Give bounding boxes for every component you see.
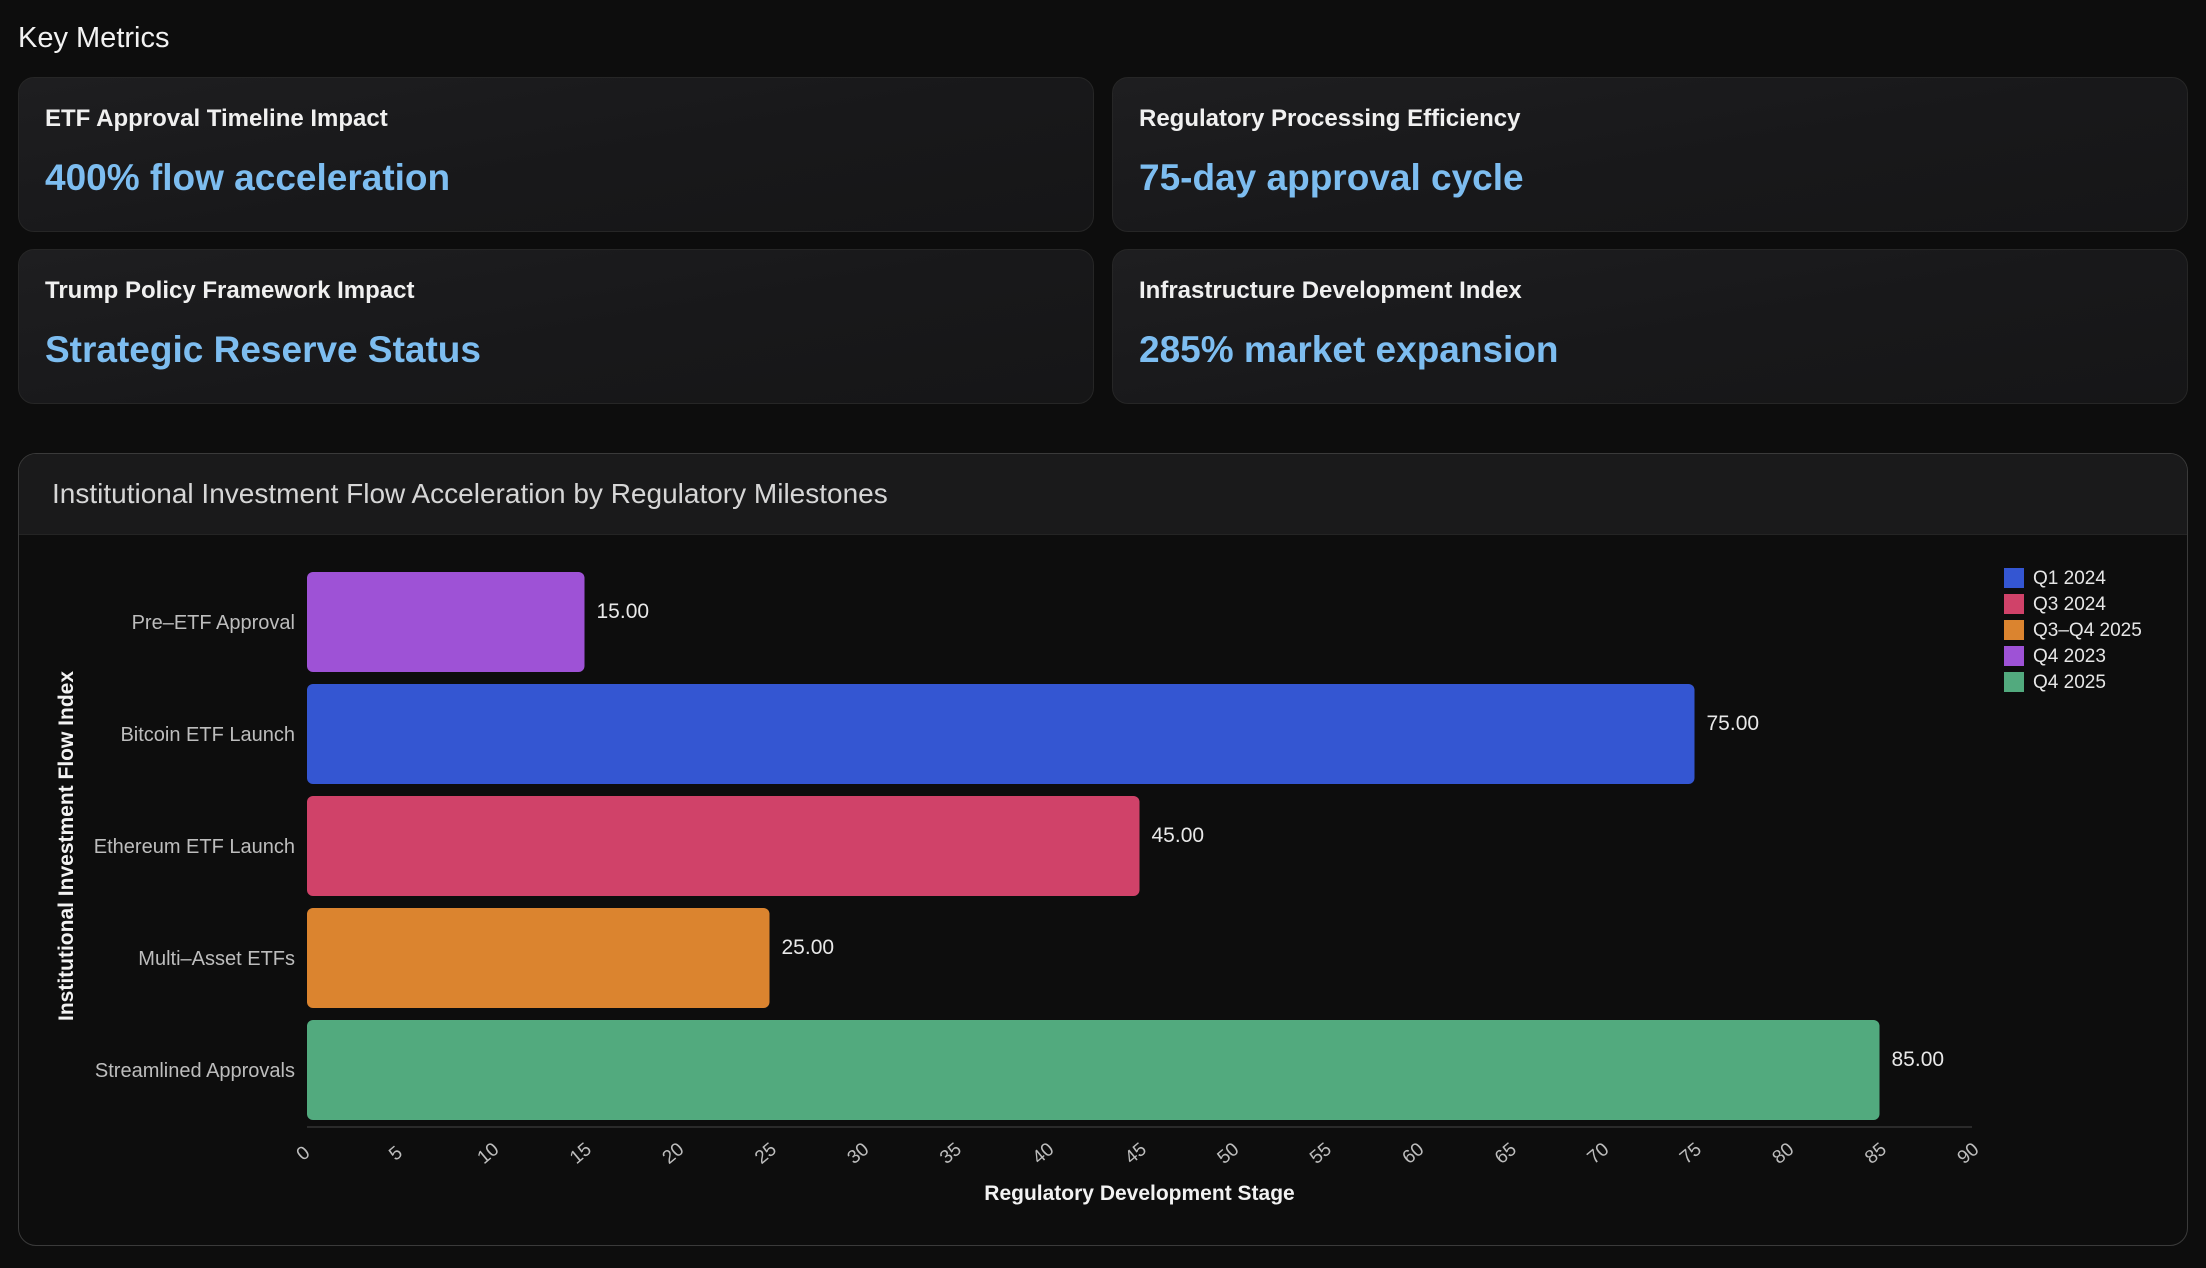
x-tick-label: 45: [1121, 1139, 1151, 1169]
x-tick-label: 35: [936, 1139, 966, 1169]
metric-value: 400% flow acceleration: [45, 157, 451, 198]
x-tick-label: 70: [1584, 1139, 1614, 1169]
metric-value: Strategic Reserve Status: [45, 329, 481, 370]
x-tick-label: 0: [293, 1142, 315, 1165]
metric-label: Infrastructure Development Index: [1139, 277, 1522, 304]
bar-chart: Pre–ETF Approval 15.00 Bitcoin ETF Launch 7…: [55, 568, 2142, 1205]
legend-label: Q3–Q4 2025: [2033, 620, 2142, 641]
legend-swatch: [2004, 620, 2024, 640]
metric-value: 285% market expansion: [1139, 329, 1559, 370]
metric-card-policy-framework: Trump Policy Framework Impact Strategic …: [18, 249, 1094, 404]
metric-card-infrastructure-index: Infrastructure Development Index 285% ma…: [1112, 249, 2188, 404]
value-label: 85.00: [1892, 1048, 1945, 1071]
value-label: 75.00: [1707, 712, 1760, 735]
x-tick-label: 90: [1954, 1139, 1984, 1169]
x-tick-label: 5: [385, 1142, 407, 1165]
legend-swatch: [2004, 594, 2024, 614]
x-tick-label: 40: [1029, 1139, 1059, 1169]
value-label: 15.00: [597, 600, 650, 623]
metric-value: 75-day approval cycle: [1139, 157, 1524, 198]
category-label: Ethereum ETF Launch: [94, 836, 295, 858]
y-axis-title: Institutional Investment Flow Index: [55, 671, 78, 1021]
metrics-grid: ETF Approval Timeline Impact 400% flow a…: [18, 77, 2188, 404]
x-axis-title: Regulatory Development Stage: [984, 1182, 1294, 1205]
bar-1: [307, 572, 585, 672]
legend-swatch: [2004, 568, 2024, 588]
legend-label: Q4 2023: [2033, 646, 2106, 667]
x-tick-label: 65: [1491, 1139, 1521, 1169]
bar-3: [307, 796, 1140, 896]
metric-label: ETF Approval Timeline Impact: [45, 105, 388, 132]
bar-5: [307, 1020, 1880, 1120]
metric-card-etf-approval: ETF Approval Timeline Impact 400% flow a…: [18, 77, 1094, 232]
section-title: Key Metrics: [18, 22, 170, 54]
x-tick-label: 60: [1399, 1139, 1429, 1169]
x-tick-label: 85: [1861, 1139, 1891, 1169]
x-tick-label: 80: [1769, 1139, 1799, 1169]
x-tick-label: 75: [1676, 1139, 1706, 1169]
x-tick-label: 55: [1306, 1139, 1336, 1169]
metric-label: Trump Policy Framework Impact: [45, 277, 415, 304]
bar-4: [307, 908, 770, 1008]
x-tick-label: 50: [1214, 1139, 1244, 1169]
x-tick-label: 30: [844, 1139, 874, 1169]
chart-title: Institutional Investment Flow Accelerati…: [52, 478, 888, 509]
x-tick-label: 20: [659, 1139, 689, 1169]
metric-label: Regulatory Processing Efficiency: [1139, 105, 1521, 132]
value-label: 45.00: [1152, 824, 1205, 847]
legend-swatch: [2004, 672, 2024, 692]
category-label: Multi–Asset ETFs: [138, 948, 295, 970]
metric-card-processing-efficiency: Regulatory Processing Efficiency 75-day …: [1112, 77, 2188, 232]
x-tick-label: 15: [566, 1139, 596, 1169]
chart-panel: Institutional Investment Flow Accelerati…: [18, 453, 2188, 1246]
category-label: Streamlined Approvals: [95, 1060, 295, 1082]
category-label: Bitcoin ETF Launch: [120, 724, 295, 746]
bar-2: [307, 684, 1695, 784]
category-label: Pre–ETF Approval: [132, 612, 295, 634]
x-tick-label: 25: [751, 1139, 781, 1169]
legend-swatch: [2004, 646, 2024, 666]
chart-header: Institutional Investment Flow Accelerati…: [19, 454, 2187, 535]
legend-label: Q1 2024: [2033, 568, 2106, 589]
legend-label: Q4 2025: [2033, 672, 2106, 693]
value-label: 25.00: [782, 936, 835, 959]
legend-label: Q3 2024: [2033, 594, 2106, 615]
x-tick-label: 10: [474, 1139, 504, 1169]
